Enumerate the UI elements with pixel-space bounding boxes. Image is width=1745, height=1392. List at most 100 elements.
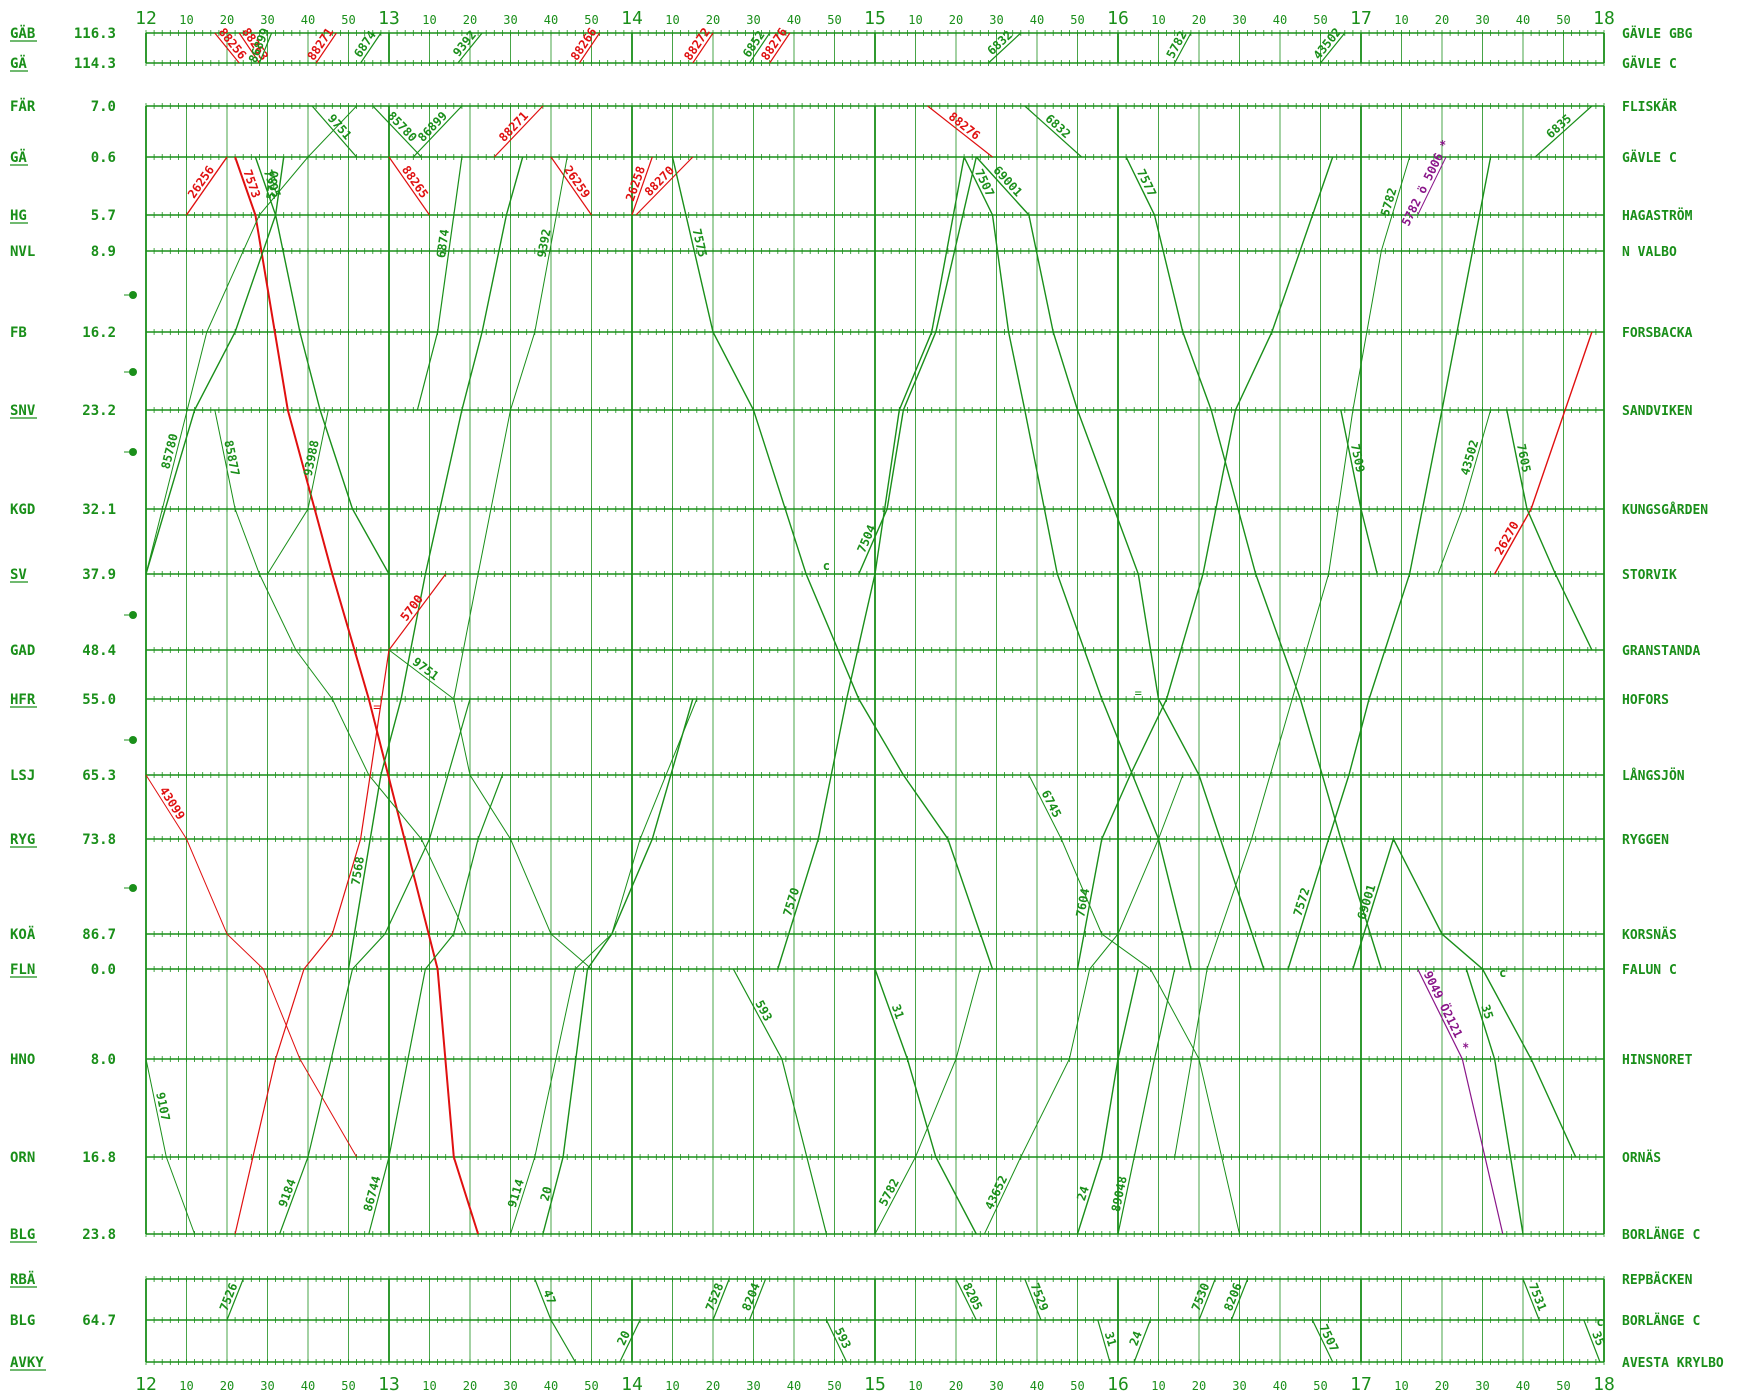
minute-label: 50	[1070, 13, 1084, 27]
train-number-label: 47	[540, 1288, 558, 1307]
station-name: BORLÄNGE C	[1622, 1313, 1700, 1329]
station-km: 0.6	[91, 150, 116, 166]
minute-label: 40	[787, 1379, 801, 1392]
train-path	[267, 409, 329, 575]
minute-label: 20	[220, 13, 234, 27]
train-path	[1133, 1319, 1151, 1363]
train-path	[1230, 1278, 1249, 1321]
hour-label: 12	[135, 1374, 157, 1392]
train-path	[457, 32, 483, 64]
hour-label: 12	[135, 8, 157, 29]
station-code: GAD	[10, 643, 35, 659]
minute-label: 10	[1151, 1379, 1165, 1392]
train-path	[1465, 968, 1524, 1235]
station-name: N VALBO	[1622, 245, 1677, 260]
minute-label: 10	[422, 13, 436, 27]
minute-label: 10	[665, 1379, 679, 1392]
train-path	[692, 32, 714, 64]
train-path	[777, 156, 965, 970]
station-code: RYG	[10, 832, 35, 848]
train-path	[1117, 968, 1176, 1235]
train-number-label: 7604	[1073, 887, 1092, 918]
station-code: RBÄ	[10, 1271, 36, 1288]
minute-label: 20	[949, 1379, 963, 1392]
station-km: 55.0	[82, 692, 116, 708]
train-path	[1125, 156, 1382, 970]
minute-label: 20	[949, 13, 963, 27]
station-km: 48.4	[82, 643, 116, 659]
train-path	[983, 774, 1184, 1235]
station-name: GÄVLE GBG	[1622, 26, 1693, 42]
crossing-mark: c	[1596, 1315, 1603, 1329]
minute-label: 30	[989, 1379, 1003, 1392]
train-number-label: 9392	[535, 228, 554, 259]
station-km: 16.8	[82, 1150, 116, 1166]
station-name: AVESTA KRYLBO	[1622, 1356, 1724, 1371]
train-path	[1352, 837, 1577, 1158]
minute-label: 10	[665, 13, 679, 27]
train-path	[825, 1319, 848, 1363]
station-code: FB	[10, 325, 27, 341]
minute-label: 20	[706, 1379, 720, 1392]
station-name: HINSNORET	[1622, 1053, 1693, 1068]
station-km: 8.9	[91, 244, 116, 260]
hour-label: 17	[1350, 1374, 1372, 1392]
train-path	[145, 105, 357, 575]
minute-label: 20	[463, 13, 477, 27]
station-km: 64.7	[82, 1313, 116, 1329]
station-km: 32.1	[82, 502, 116, 518]
train-path	[279, 698, 471, 1235]
train-path	[347, 156, 524, 970]
train-path	[631, 156, 653, 216]
train-path	[769, 32, 791, 64]
train-path	[975, 156, 1265, 970]
minute-label: 30	[746, 13, 760, 27]
station-km: 0.0	[91, 962, 116, 978]
train-number-label: 35	[1478, 1003, 1496, 1021]
train-number-label: 7575	[690, 227, 710, 258]
train-path	[145, 774, 358, 1158]
station-code: BLG	[10, 1227, 35, 1243]
hour-label: 15	[864, 8, 886, 29]
train-number-label: 7509	[1348, 443, 1368, 474]
minute-label: 20	[706, 13, 720, 27]
station-code: GÄ	[10, 55, 27, 72]
train-path	[1198, 1278, 1216, 1321]
station-code: LSJ	[10, 768, 35, 784]
train-path	[1076, 156, 1334, 970]
hour-label: 17	[1350, 8, 1372, 29]
station-code: KOÄ	[10, 926, 36, 943]
minute-label: 20	[463, 1379, 477, 1392]
station-code: FLN	[10, 962, 35, 978]
train-path	[145, 156, 285, 575]
station-code: SNV	[10, 403, 36, 419]
station-code: ORN	[10, 1150, 35, 1166]
train-path	[234, 156, 480, 1235]
station-name: LÅNGSJÖN	[1622, 768, 1685, 784]
station-code: BLG	[10, 1313, 35, 1329]
minute-label: 30	[989, 13, 1003, 27]
minute-label: 30	[260, 1379, 274, 1392]
minute-label: 30	[1475, 13, 1489, 27]
minute-label: 50	[584, 13, 598, 27]
train-path	[1024, 105, 1083, 158]
station-km: 16.2	[82, 325, 116, 341]
station-name: GÄVLE C	[1622, 56, 1677, 72]
train-path	[542, 698, 694, 1235]
minute-label: 20	[1192, 13, 1206, 27]
minute-label: 10	[422, 1379, 436, 1392]
station-name: FLISKÄR	[1622, 99, 1677, 115]
train-path	[1583, 1319, 1601, 1363]
train-path	[214, 409, 467, 935]
minute-label: 50	[827, 1379, 841, 1392]
station-name: HAGASTRÖM	[1622, 208, 1693, 224]
train-path	[712, 1278, 730, 1321]
minute-label: 40	[1516, 1379, 1530, 1392]
minute-label: 20	[1435, 13, 1449, 27]
minute-label: 30	[1232, 13, 1246, 27]
minute-label: 20	[1192, 1379, 1206, 1392]
station-name: RYGGEN	[1622, 833, 1669, 848]
station-name: HOFORS	[1622, 693, 1669, 708]
minute-label: 10	[179, 13, 193, 27]
station-code: AVKY	[10, 1355, 44, 1371]
